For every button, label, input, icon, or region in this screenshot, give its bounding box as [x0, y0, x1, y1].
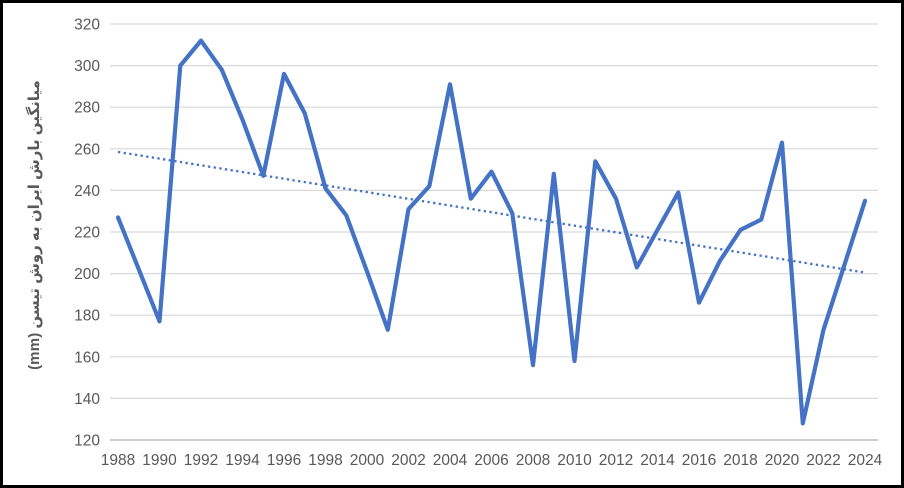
y-tick-label: 180 — [74, 308, 100, 325]
x-tick-label: 1988 — [101, 452, 135, 469]
x-tick-label: 2010 — [557, 452, 592, 469]
trendline — [117, 150, 866, 274]
x-tick-label: 1996 — [267, 452, 301, 469]
y-tick-label: 220 — [74, 225, 100, 242]
x-tick-label: 2014 — [640, 452, 675, 469]
y-axis-labels: 320 300 280 260 240 220 200 180 160 140 120 — [74, 17, 100, 450]
x-tick-label: 1994 — [225, 452, 260, 469]
x-tick-label: 2024 — [848, 452, 883, 469]
x-tick-label: 2016 — [682, 452, 716, 469]
x-tick-label: 2002 — [391, 452, 425, 469]
x-tick-label: 1992 — [184, 452, 218, 469]
y-tick-label: 160 — [74, 349, 100, 366]
y-tick-label: 320 — [74, 17, 100, 34]
x-tick-label: 2020 — [765, 452, 800, 469]
y-tick-label: 280 — [74, 100, 100, 117]
series-line — [115, 38, 868, 426]
x-tick-label: 2004 — [433, 452, 468, 469]
gridlines — [110, 23, 878, 441]
x-tick-label: 2008 — [516, 452, 550, 469]
y-axis-title: میانگین بارش ایران به روش تیسن (mm) — [26, 80, 43, 370]
x-tick-label: 2018 — [723, 452, 757, 469]
x-axis-labels: 1988 1990 1992 1994 1996 1998 2000 2002 2004 2006… — [101, 452, 883, 469]
y-tick-label: 300 — [74, 58, 100, 75]
x-tick-label: 2012 — [599, 452, 633, 469]
y-tick-label: 120 — [74, 433, 100, 450]
y-tick-label: 140 — [74, 391, 100, 408]
x-tick-label: 2022 — [806, 452, 840, 469]
x-tick-label: 2006 — [474, 452, 508, 469]
y-tick-label: 200 — [74, 266, 100, 283]
y-tick-label: 240 — [74, 183, 100, 200]
y-tick-label: 260 — [74, 141, 100, 158]
x-tick-label: 2000 — [350, 452, 385, 469]
x-tick-label: 1990 — [142, 452, 177, 469]
x-tick-label: 1998 — [308, 452, 342, 469]
